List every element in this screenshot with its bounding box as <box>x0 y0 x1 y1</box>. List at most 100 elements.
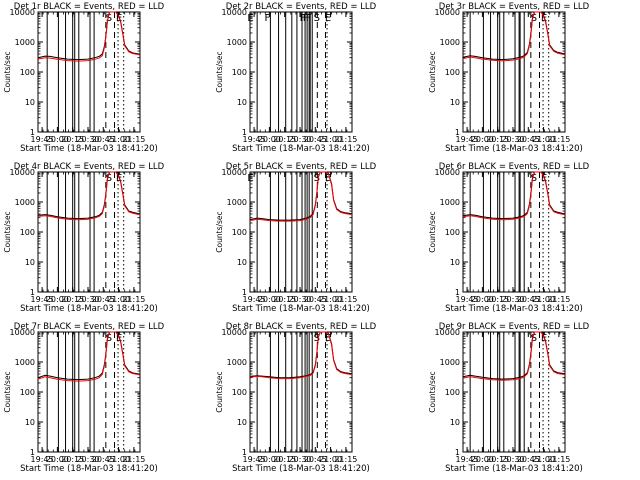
x-axis-label: Start Time (18-Mar-03 18:41:20) <box>445 464 583 474</box>
y-tick-label: 1000 <box>227 358 247 367</box>
x-tick-label: 19:45 <box>456 295 479 304</box>
x-tick-label: 20:45 <box>517 135 540 144</box>
marker-label: S <box>314 13 320 24</box>
x-tick-label: 20:00 <box>258 135 281 144</box>
x-tick-label: 20:15 <box>486 135 509 144</box>
marker-label: S <box>106 173 112 184</box>
y-tick-label: 10 <box>237 418 247 427</box>
y-tick-label: 10000 <box>222 168 247 177</box>
series-line-lld <box>37 171 141 221</box>
y-axis-label: Counts/sec <box>3 51 12 92</box>
y-tick-label: 10000 <box>435 8 460 17</box>
y-axis-label: Counts/sec <box>3 211 12 252</box>
panel-det-1: 1 10 100 1000 10000 19:4520:0020:1520:3020:45… <box>3 2 165 154</box>
y-tick-label: 1000 <box>227 198 247 207</box>
x-axis-label: Start Time (18-Mar-03 18:41:20) <box>232 304 370 314</box>
x-axis-label: Start Time (18-Mar-03 18:41:20) <box>232 464 370 474</box>
x-tick-label: 20:45 <box>304 295 327 304</box>
marker-label: E <box>325 13 331 24</box>
x-tick-label: 21:00 <box>319 135 342 144</box>
y-tick-label: 10 <box>25 98 35 107</box>
x-tick-label: 20:30 <box>76 135 99 144</box>
y-tick-label: 1 <box>242 288 247 297</box>
y-tick-label: 1000 <box>15 358 35 367</box>
x-tick-label: 20:00 <box>258 295 281 304</box>
x-tick-label: 20:15 <box>61 295 84 304</box>
y-axis-label: Counts/sec <box>215 371 224 412</box>
y-tick-label: 100 <box>445 68 460 77</box>
x-tick-label: 20:00 <box>471 455 494 464</box>
x-axis-label: Start Time (18-Mar-03 18:41:20) <box>20 304 158 314</box>
series-line-lld <box>249 331 353 380</box>
y-tick-label: 10000 <box>10 328 35 337</box>
x-axis-label: Start Time (18-Mar-03 18:41:20) <box>445 144 583 154</box>
panel-det-9: 1 10 100 1000 10000 19:4520:0020:1520:3020:45… <box>428 322 590 474</box>
y-tick-label: 1 <box>30 448 35 457</box>
y-tick-label: 1000 <box>227 38 247 47</box>
y-tick-label: 100 <box>445 388 460 397</box>
y-tick-label: 1 <box>30 128 35 137</box>
x-tick-label: 21:00 <box>532 135 555 144</box>
y-tick-label: 100 <box>20 388 35 397</box>
x-tick-label: 20:15 <box>61 455 84 464</box>
x-tick-label: 20:15 <box>273 455 296 464</box>
x-tick-label: 21:00 <box>107 135 130 144</box>
y-tick-label: 100 <box>232 388 247 397</box>
y-tick-label: 10 <box>450 258 460 267</box>
series-line-lld <box>37 331 141 382</box>
x-axis-label: Start Time (18-Mar-03 18:41:20) <box>445 304 583 314</box>
x-tick-label: 21:15 <box>334 135 357 144</box>
marker-label: S <box>314 173 320 184</box>
x-tick-label: 20:00 <box>471 295 494 304</box>
y-axis-label: Counts/sec <box>428 51 437 92</box>
x-tick-label: 20:45 <box>92 135 115 144</box>
y-tick-label: 1000 <box>440 198 460 207</box>
panel-title: Det 4r BLACK = Events, RED = LLD <box>14 162 165 172</box>
panel-title: Det 8r BLACK = Events, RED = LLD <box>226 322 377 332</box>
y-tick-label: 10 <box>450 98 460 107</box>
panel-title: Det 6r BLACK = Events, RED = LLD <box>439 162 590 172</box>
x-tick-label: 20:30 <box>501 295 524 304</box>
x-tick-label: 21:00 <box>319 455 342 464</box>
panel-det-3: 1 10 100 1000 10000 19:4520:0020:1520:3020:45… <box>428 2 590 154</box>
x-axis-label: Start Time (18-Mar-03 18:41:20) <box>20 144 158 154</box>
panel-title: Det 5r BLACK = Events, RED = LLD <box>226 162 377 172</box>
marker-label: E <box>247 173 253 184</box>
y-tick-label: 10000 <box>10 8 35 17</box>
y-tick-label: 1000 <box>15 198 35 207</box>
y-tick-label: 100 <box>232 228 247 237</box>
panel-title: Det 2r BLACK = Events, RED = LLD <box>226 2 377 12</box>
x-tick-label: 19:45 <box>243 295 266 304</box>
marker-label: E <box>247 13 253 24</box>
y-tick-label: 100 <box>20 228 35 237</box>
y-tick-label: 1000 <box>440 358 460 367</box>
x-tick-label: 20:30 <box>288 295 311 304</box>
x-tick-label: 21:15 <box>122 455 145 464</box>
x-tick-label: 21:00 <box>532 455 555 464</box>
y-tick-label: 10000 <box>222 328 247 337</box>
panel-det-7: 1 10 100 1000 10000 19:4520:0020:1520:3020:45… <box>3 322 165 474</box>
x-tick-label: 20:00 <box>46 295 69 304</box>
x-tick-label: 19:45 <box>31 295 54 304</box>
y-tick-label: 10000 <box>222 8 247 17</box>
y-axis-label: Counts/sec <box>428 211 437 252</box>
marker-label: E <box>325 173 331 184</box>
x-tick-label: 20:30 <box>501 135 524 144</box>
x-tick-label: 20:45 <box>304 135 327 144</box>
x-tick-label: 21:15 <box>334 295 357 304</box>
x-tick-label: 21:00 <box>107 455 130 464</box>
y-tick-label: 10 <box>25 418 35 427</box>
x-tick-label: 19:45 <box>456 135 479 144</box>
y-tick-label: 10000 <box>435 328 460 337</box>
x-tick-label: 20:00 <box>46 135 69 144</box>
y-tick-label: 1 <box>455 288 460 297</box>
x-tick-label: 19:45 <box>243 455 266 464</box>
marker-label: E <box>325 333 331 344</box>
marker-label: F <box>303 13 309 24</box>
panel-title: Det 7r BLACK = Events, RED = LLD <box>14 322 165 332</box>
x-tick-label: 21:15 <box>122 295 145 304</box>
x-tick-label: 20:30 <box>76 455 99 464</box>
x-tick-label: 20:00 <box>471 135 494 144</box>
series-line-lld <box>462 331 566 381</box>
